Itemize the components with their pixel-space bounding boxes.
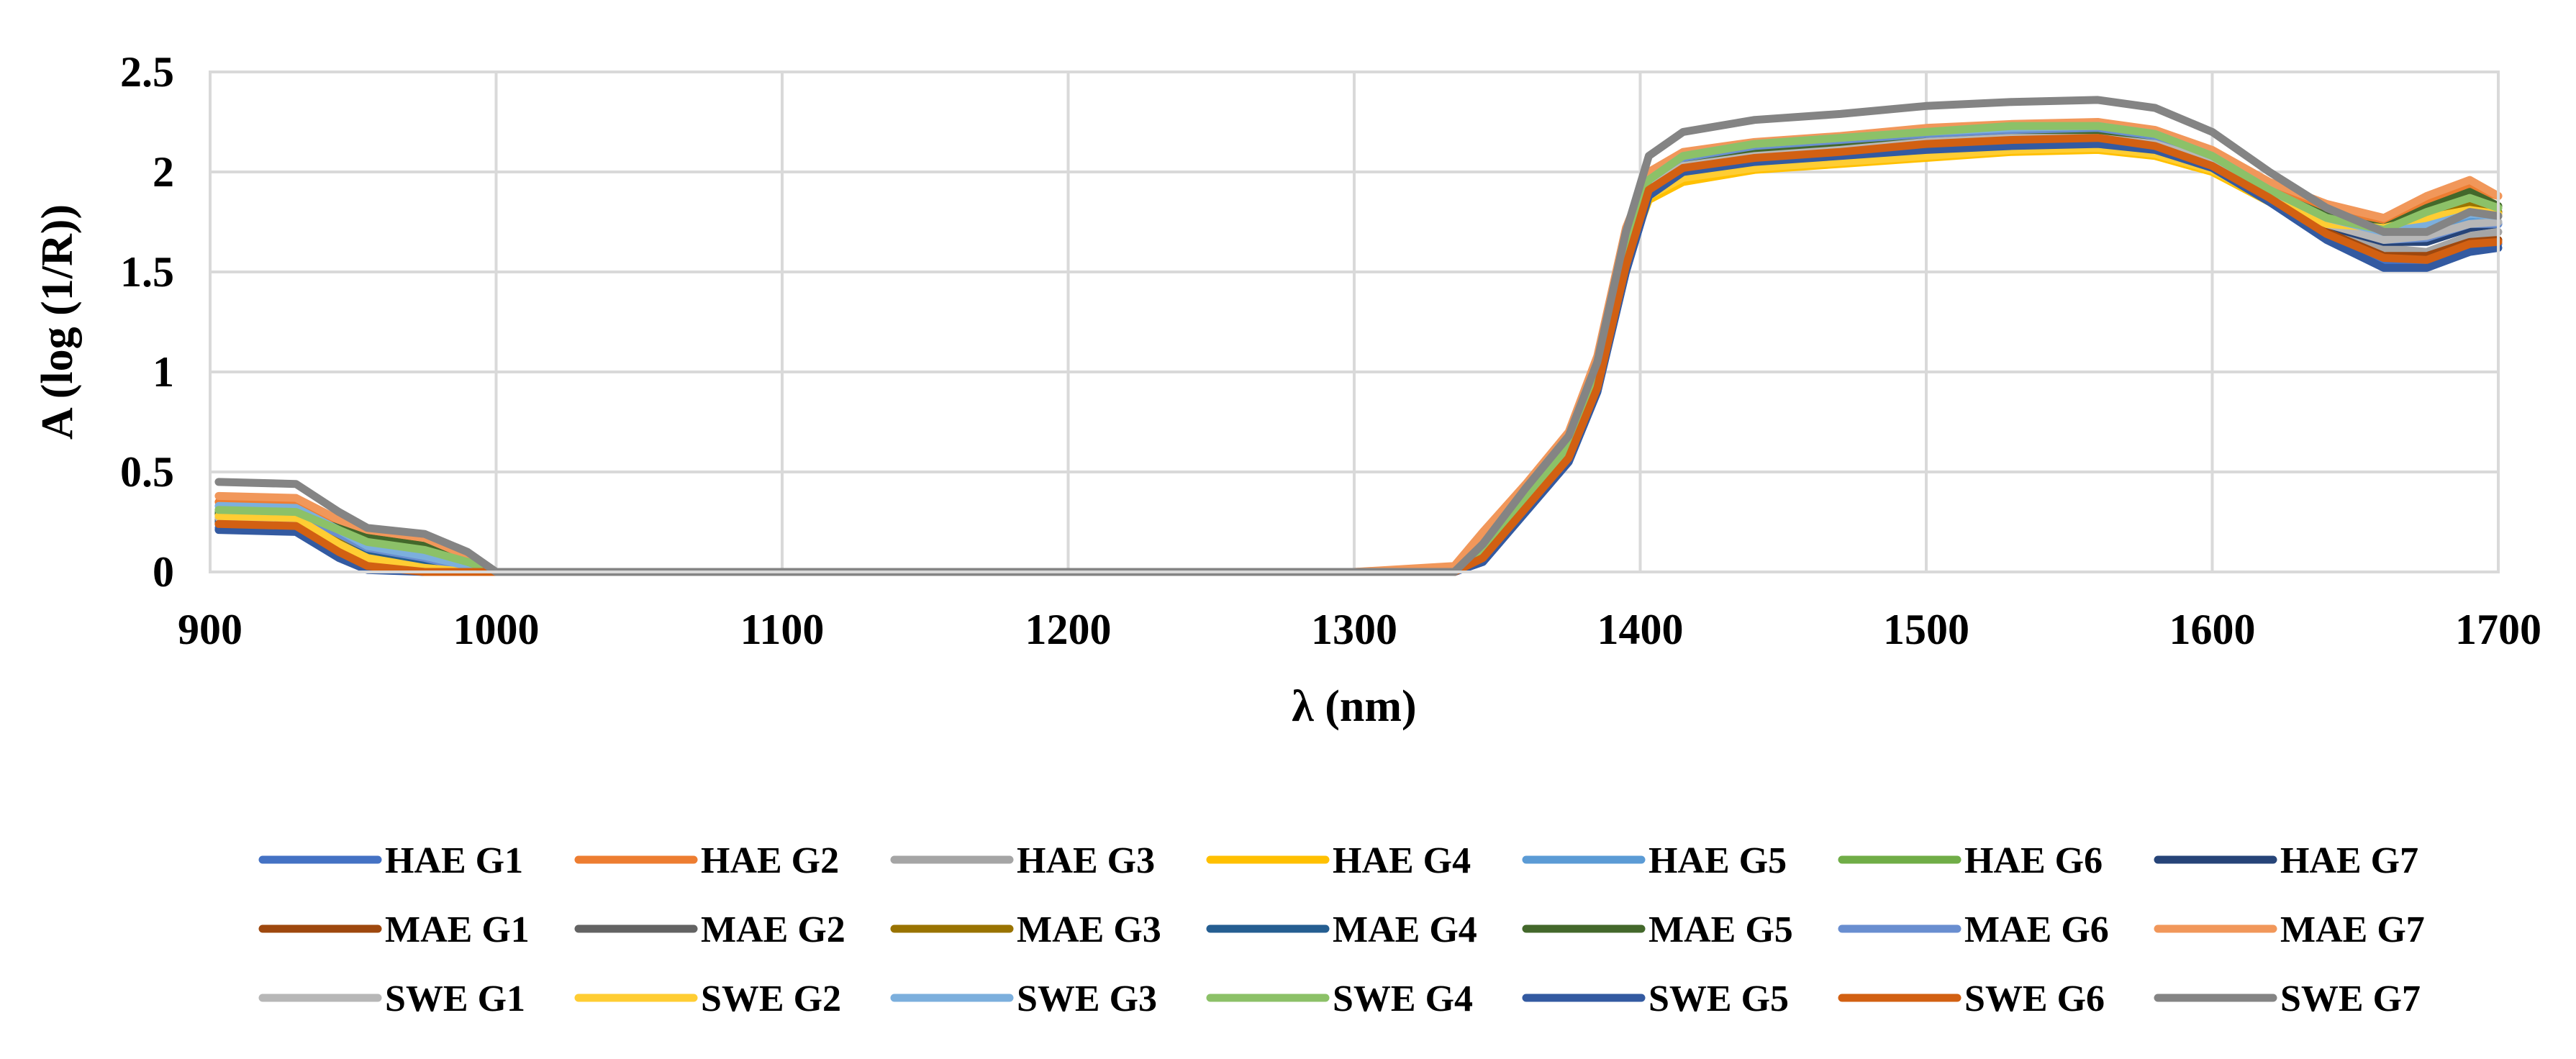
series-line-mae-g6: [214, 124, 2503, 576]
legend-label: HAE G2: [701, 840, 839, 881]
x-tick-label: 1000: [453, 606, 540, 653]
legend-label: HAE G4: [1333, 840, 1471, 881]
legend-label: MAE G3: [1017, 909, 1161, 950]
legend-label: HAE G6: [1964, 840, 2103, 881]
x-tick-label: 1700: [2455, 606, 2541, 653]
legend-label: MAE G7: [2280, 909, 2425, 950]
legend-label: SWE G2: [701, 978, 841, 1019]
legend-label: SWE G7: [2280, 978, 2421, 1019]
legend-label: HAE G7: [2280, 840, 2418, 881]
y-tick-label: 2.5: [120, 48, 174, 96]
legend-label: SWE G3: [1017, 978, 1157, 1019]
legend-label: SWE G4: [1333, 978, 1473, 1019]
series-line-hae-g3: [214, 136, 2503, 576]
legend-label: MAE G2: [701, 909, 845, 950]
legend-label: SWE G1: [385, 978, 525, 1019]
series-line-hae-g1: [214, 140, 2503, 576]
x-tick-label: 1500: [1883, 606, 1969, 653]
legend-label: SWE G6: [1964, 978, 2105, 1019]
legend-label: SWE G5: [1648, 978, 1789, 1019]
plot-area-border: [209, 71, 2500, 573]
x-axis-ticks: 900 1000 1100 1200 1300 1400 1500 1600 1700: [178, 606, 2541, 653]
series-line-swe-g2: [214, 144, 2503, 576]
y-axis-ticks: 0 0.5 1 1.5 2 2.5: [120, 48, 174, 596]
legend-label: MAE G5: [1648, 909, 1793, 950]
series-line-mae-g1: [214, 132, 2503, 576]
y-tick-label: 2: [153, 148, 174, 196]
x-tick-label: 1100: [740, 606, 825, 653]
x-tick-label: 1600: [2169, 606, 2256, 653]
series-line-mae-g5: [214, 127, 2503, 576]
legend-label: HAE G5: [1648, 840, 1787, 881]
x-tick-label: 1300: [1311, 606, 1397, 653]
series-line-hae-g5: [214, 126, 2503, 576]
x-tick-label: 1200: [1025, 606, 1112, 653]
x-axis-title: λ (nm): [1292, 682, 1416, 731]
y-axis-title: A (log (1/R)): [33, 204, 82, 440]
y-tick-label: 1.5: [120, 248, 174, 296]
y-tick-label: 0: [153, 548, 174, 596]
legend-label: MAE G4: [1333, 909, 1477, 950]
series-line-hae-g7: [214, 137, 2503, 576]
y-tick-label: 1: [153, 348, 174, 396]
series-line-swe-g5: [214, 140, 2503, 576]
series-line-hae-g4: [214, 145, 2503, 576]
series-line-hae-g6: [214, 124, 2503, 576]
series-line-mae-g7: [214, 118, 2503, 576]
series-line-swe-g4: [214, 122, 2503, 576]
series-line-swe-g6: [214, 134, 2503, 576]
series-line-swe-g7: [214, 96, 2503, 576]
series-line-mae-g2: [214, 129, 2503, 576]
legend-label: MAE G6: [1964, 909, 2109, 950]
series-line-mae-g4: [214, 136, 2503, 576]
legend-label: HAE G1: [385, 840, 523, 881]
legend: HAE G1 HAE G2 HAE G3 HAE G4 HAE G5 HAE G6 HAE …: [258, 840, 2425, 1019]
series-line-hae-g2: [214, 119, 2503, 576]
series-line-mae-g3: [214, 132, 2503, 576]
y-tick-label: 0.5: [120, 448, 174, 496]
series-line-swe-g3: [214, 122, 2503, 576]
legend-label: HAE G3: [1017, 840, 1155, 881]
legend-label: MAE G1: [385, 909, 530, 950]
series-line-swe-g1: [214, 134, 2503, 576]
x-tick-label: 900: [178, 606, 242, 653]
x-tick-label: 1400: [1597, 606, 1684, 653]
